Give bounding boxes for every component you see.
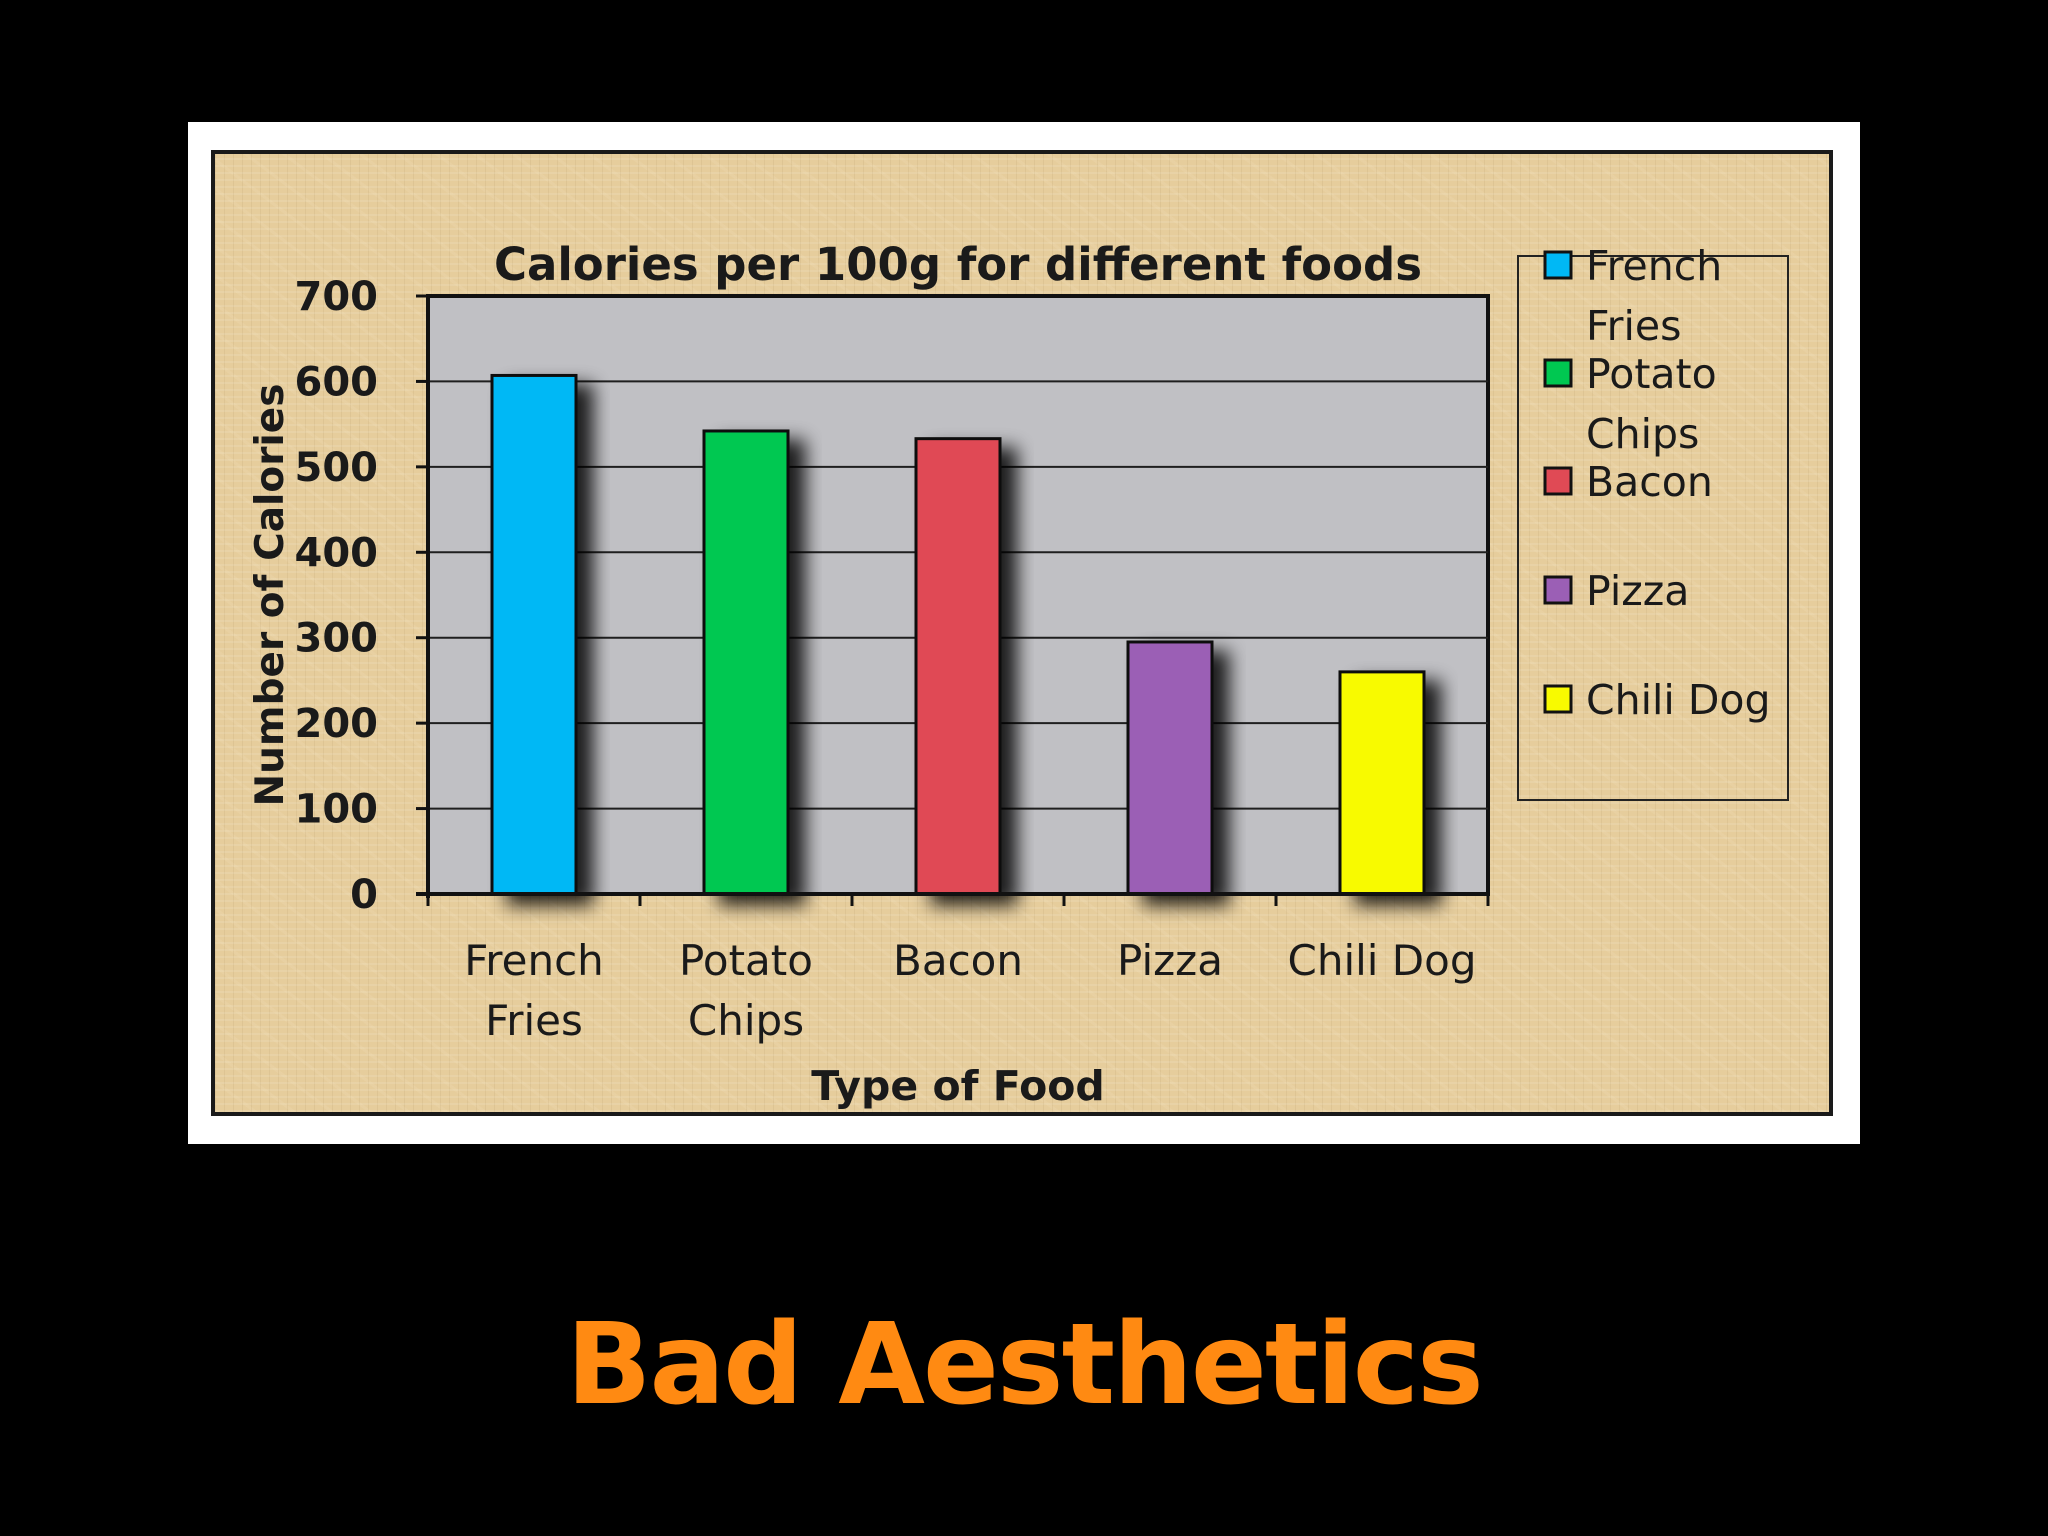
legend-swatch: [1543, 250, 1573, 280]
y-tick-label: 500: [295, 445, 379, 491]
bar-bacon: [914, 437, 1002, 896]
legend-label: Chips: [1586, 410, 1699, 458]
legend-label: French: [1586, 242, 1722, 290]
legend-label: Chili Dog: [1586, 676, 1771, 724]
legend-label: Bacon: [1586, 458, 1713, 506]
legend-swatch: [1543, 575, 1573, 605]
x-tick-label: Chips: [688, 996, 804, 1045]
y-tick-label: 600: [295, 359, 379, 405]
bar-french-fries: [490, 373, 578, 896]
bar-chili-dog: [1338, 670, 1426, 896]
legend-swatch: [1543, 466, 1573, 496]
bar-potato-chips: [702, 429, 790, 896]
chart-title: Calories per 100g for different foods: [494, 238, 1422, 291]
y-tick-label: 400: [295, 530, 379, 576]
caption: Bad Aesthetics: [566, 1300, 1484, 1430]
x-tick-label: Potato: [679, 936, 813, 985]
x-tick-label: Chili Dog: [1288, 936, 1477, 985]
legend-label: Fries: [1586, 302, 1681, 350]
x-tick-label: Pizza: [1117, 936, 1223, 985]
legend-box: [1517, 255, 1789, 801]
y-tick-label: 300: [295, 616, 379, 662]
legend-label: Pizza: [1586, 567, 1689, 615]
x-tick-label: French: [464, 936, 604, 985]
y-axis-title: Number of Calories: [248, 384, 293, 807]
y-tick-label: 700: [295, 274, 379, 320]
legend-swatch: [1543, 684, 1573, 714]
x-tick-label: Bacon: [893, 936, 1023, 985]
x-tick-label: Fries: [485, 996, 583, 1045]
bar-pizza: [1126, 640, 1214, 896]
legend-label: Potato: [1586, 350, 1717, 398]
y-tick-label: 100: [295, 787, 379, 833]
y-tick-label: 0: [350, 872, 378, 918]
y-tick-label: 200: [295, 701, 379, 747]
x-axis-title: Type of Food: [811, 1062, 1105, 1110]
legend-swatch: [1543, 358, 1573, 388]
